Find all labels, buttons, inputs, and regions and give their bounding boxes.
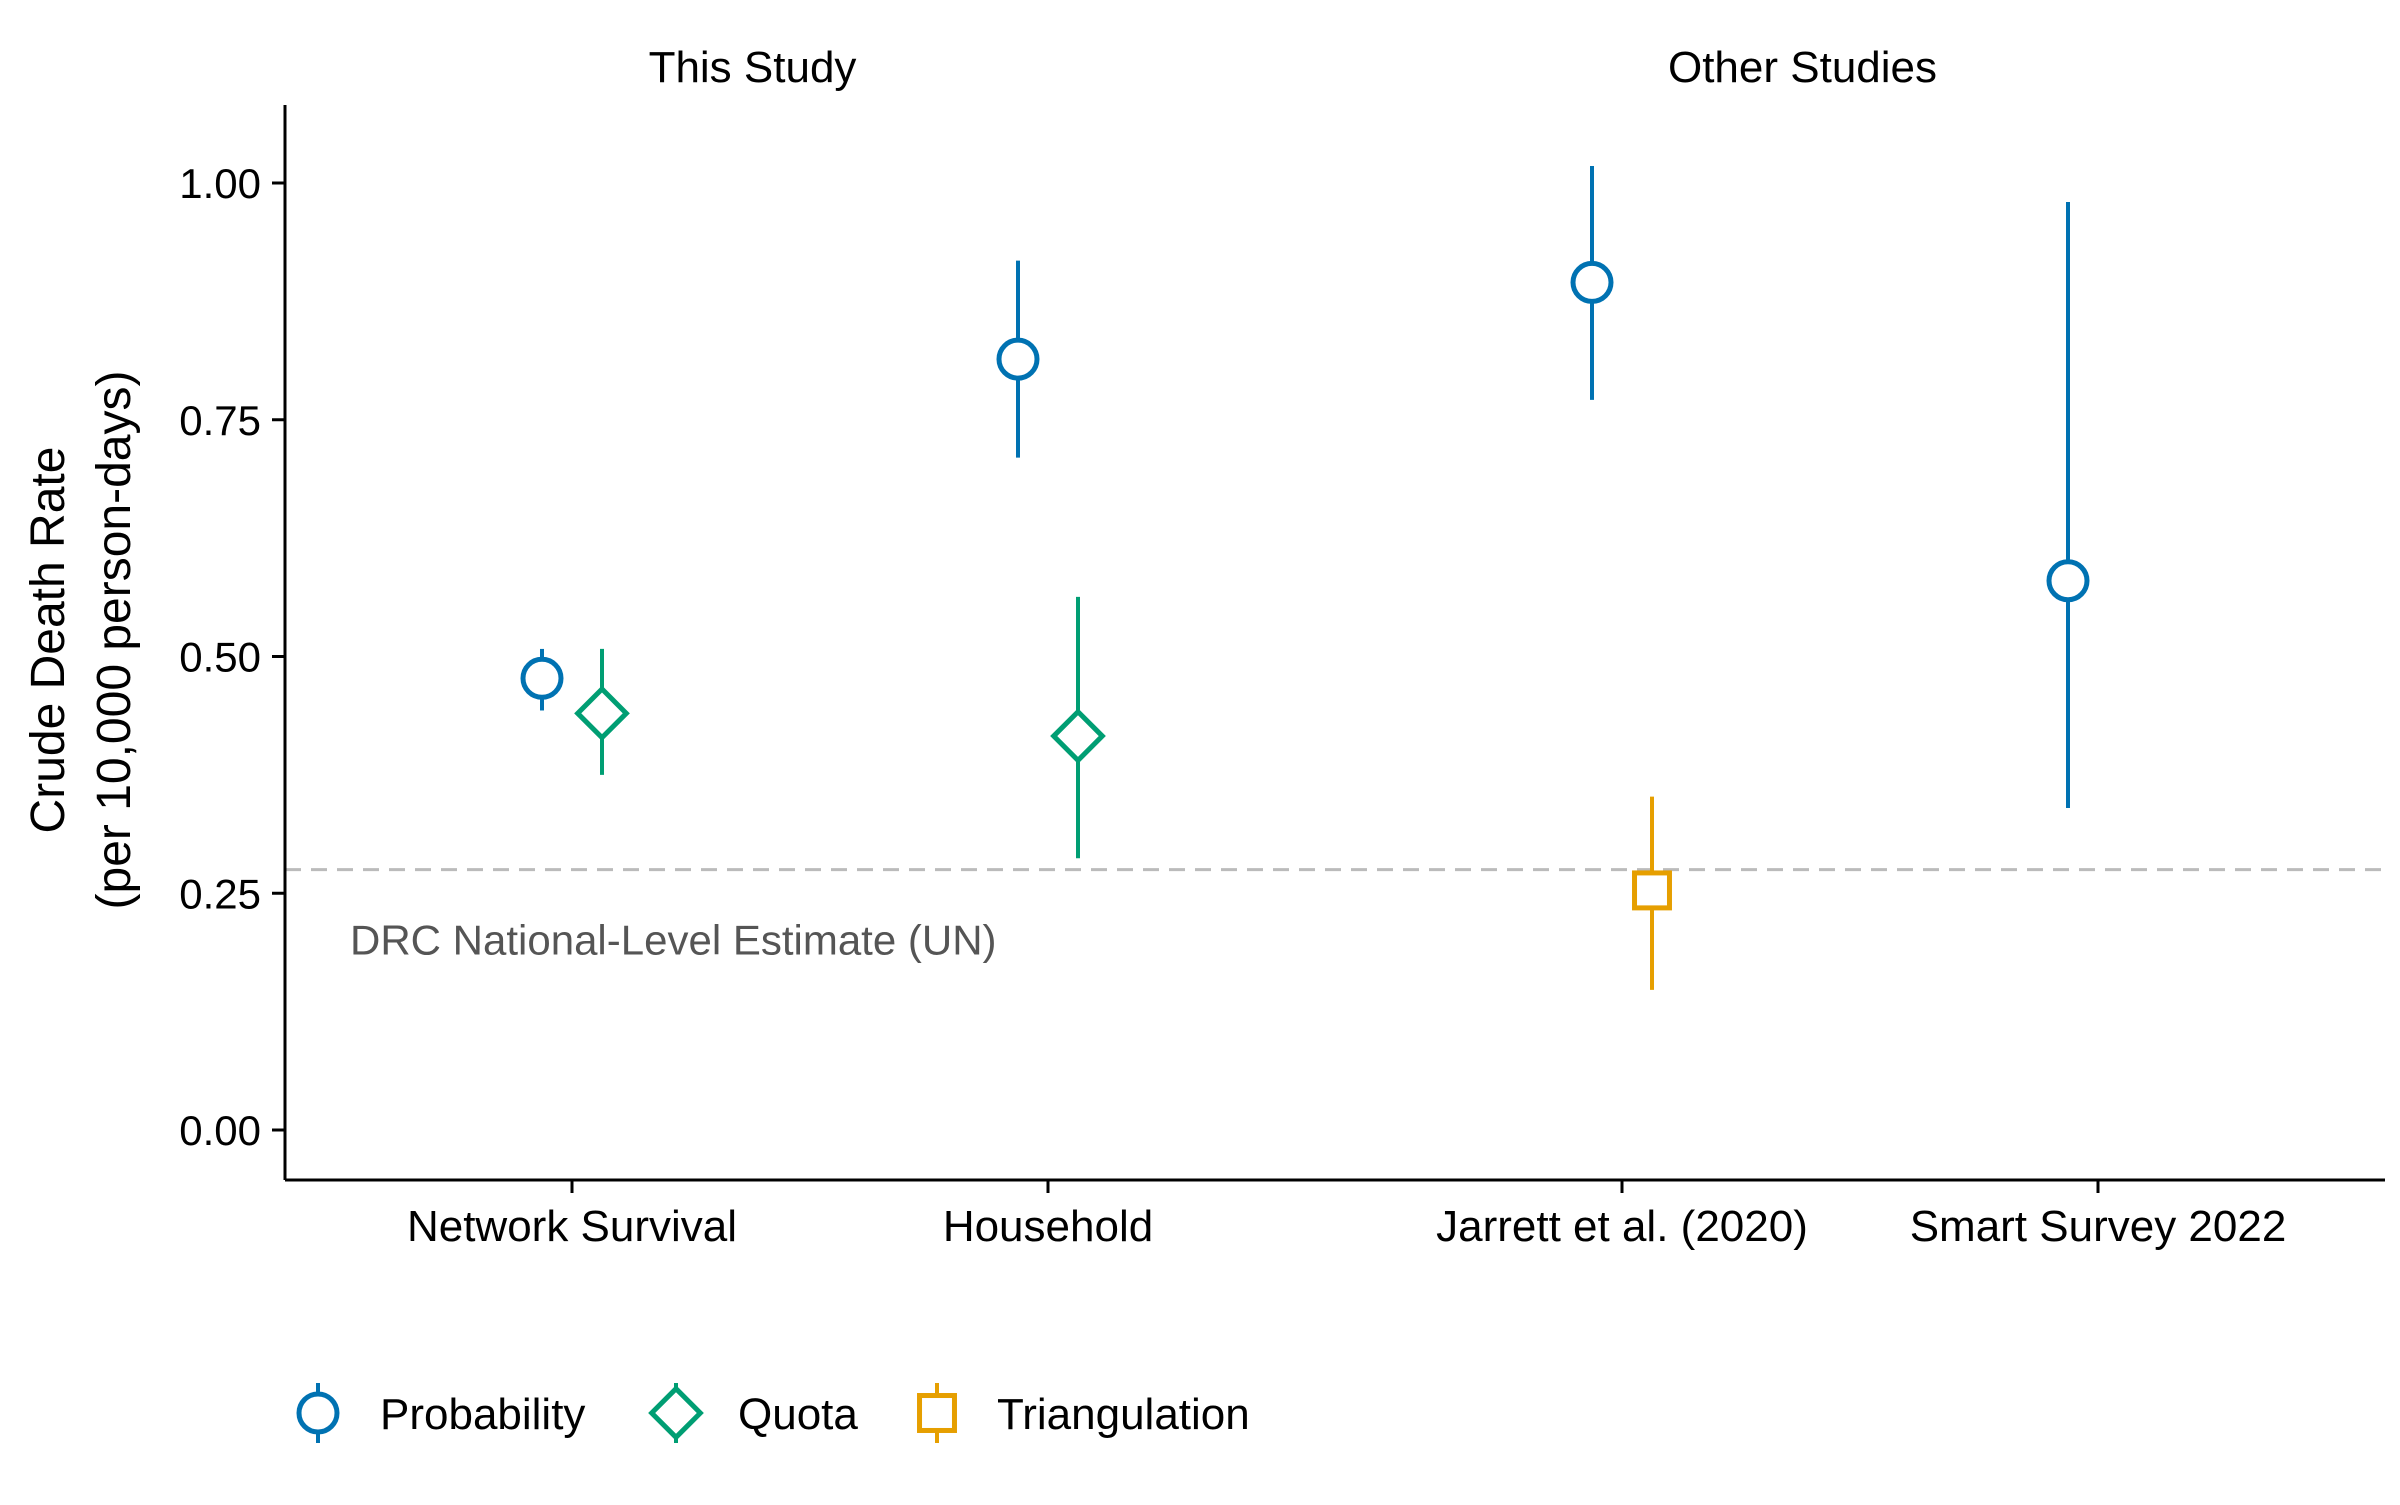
legend-marker-quota: [648, 1385, 704, 1441]
x-tick-label-jarrett-et-al-2020: Jarrett et al. (2020): [1436, 1202, 1808, 1251]
data-marks: [520, 165, 2090, 990]
y-tick-label: 0.25: [179, 870, 261, 917]
legend: Probability Quota Triangulation: [296, 1383, 1250, 1443]
point-jarrett-et-al-2020-probability: [1570, 260, 1614, 304]
y-tick-label: 0.00: [179, 1107, 261, 1154]
y-tick-label: 0.50: [179, 634, 261, 681]
point-jarrett-et-al-2020-triangulation: [1632, 870, 1672, 911]
reference-line-label: DRC National-Level Estimate (UN): [350, 917, 997, 964]
reference-line-layer: DRC National-Level Estimate (UN): [285, 868, 2385, 964]
legend-marker-triangulation: [917, 1393, 957, 1433]
y-axis-label-line1: Crude Death Rate: [22, 447, 75, 834]
point-network-survival-probability: [520, 656, 564, 700]
legend-marker-probability: [296, 1391, 340, 1435]
point-smart-survey-2022-probability: [2046, 559, 2090, 603]
point-network-survival-quota: [574, 685, 630, 742]
x-tick-label-household: Household: [943, 1202, 1153, 1251]
legend-item-probability: Probability: [296, 1383, 585, 1443]
axes: 0.00 0.25 0.50 0.75 1.00 Network Survival Hous…: [179, 105, 2385, 1251]
y-tick-label: 0.75: [179, 397, 261, 444]
legend-label-quota: Quota: [738, 1390, 858, 1439]
y-tick-label: 1.00: [179, 160, 261, 207]
panel-title-other-studies: Other Studies: [1668, 43, 1937, 92]
point-household-probability: [996, 337, 1040, 381]
legend-item-triangulation: Triangulation: [917, 1383, 1250, 1443]
legend-label-triangulation: Triangulation: [997, 1390, 1250, 1439]
point-household-quota: [1050, 708, 1106, 764]
x-tick-label-smart-survey-2022: Smart Survey 2022: [1910, 1202, 2287, 1251]
legend-label-probability: Probability: [380, 1390, 585, 1439]
panel-title-this-study: This Study: [649, 43, 857, 92]
y-axis-label-line2: (per 10,000 person-days): [88, 371, 141, 910]
legend-item-quota: Quota: [648, 1383, 858, 1443]
x-tick-label-network-survival: Network Survival: [407, 1202, 737, 1251]
panel-titles: This Study Other Studies: [649, 43, 1937, 92]
